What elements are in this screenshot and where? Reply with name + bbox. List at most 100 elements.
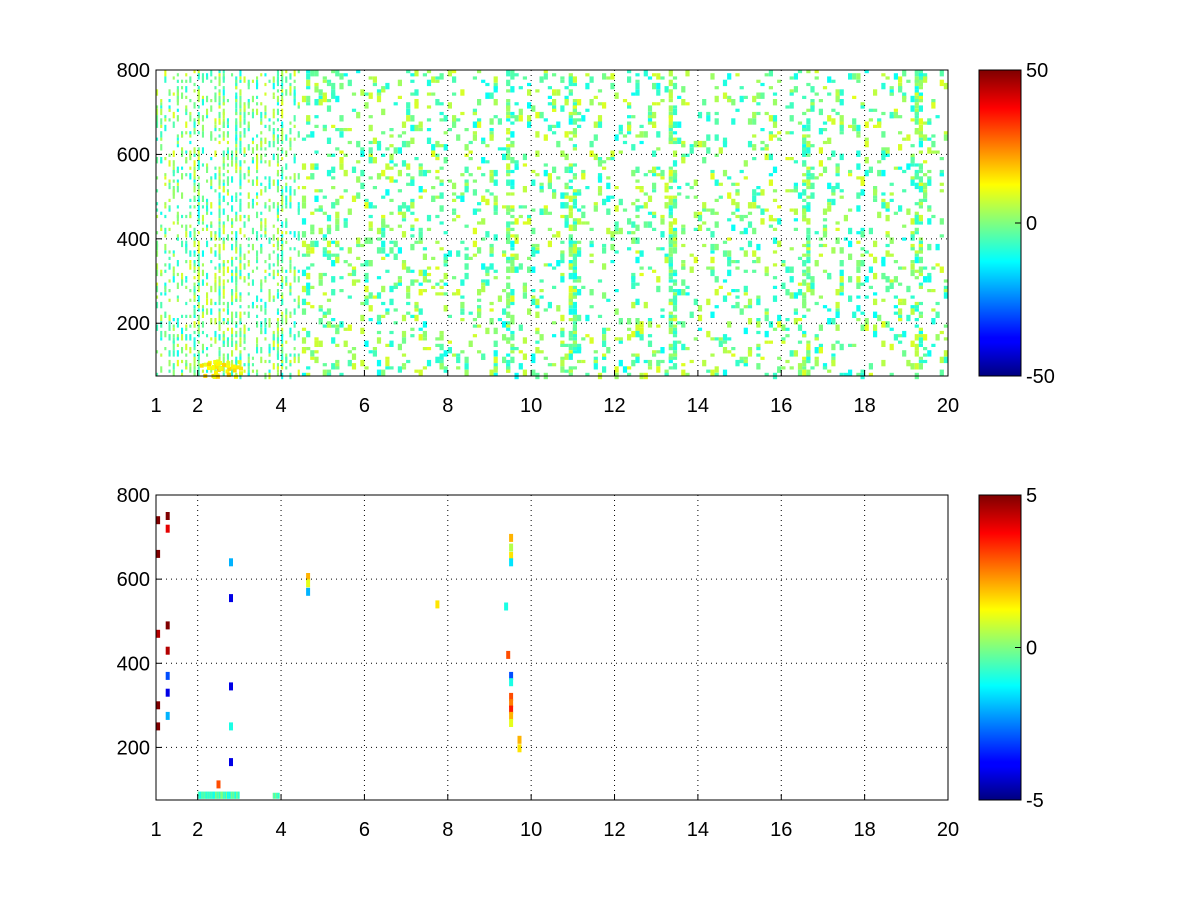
heatmap-cell <box>914 227 919 231</box>
heatmap-cell <box>401 353 407 357</box>
heatmap-cell-hot <box>218 366 223 371</box>
heatmap-cell <box>547 263 552 267</box>
heatmap-cell <box>222 266 225 270</box>
heatmap-cell <box>668 263 673 267</box>
heatmap-cell <box>835 324 840 331</box>
heatmap-cell <box>389 298 394 306</box>
heatmap-cell <box>618 227 623 235</box>
heatmap-cell <box>326 79 332 83</box>
heatmap-cell <box>206 347 209 351</box>
heatmap-cell <box>176 350 179 357</box>
heatmap-cell <box>806 282 811 286</box>
heatmap-cell <box>635 179 640 183</box>
heatmap-cell <box>685 285 690 289</box>
heatmap-cell <box>239 179 242 186</box>
heatmap-cell <box>222 330 225 338</box>
heatmap-cell <box>256 369 259 373</box>
heatmap-cell <box>231 359 234 367</box>
heatmap-cell <box>902 95 907 103</box>
heatmap-cell <box>285 231 288 235</box>
heatmap-cell <box>656 147 661 151</box>
heatmap-band-cell <box>197 791 199 799</box>
heatmap-cell <box>731 305 736 309</box>
heatmap-cell <box>418 334 423 341</box>
heatmap-point <box>165 524 170 533</box>
heatmap-cell <box>418 195 423 199</box>
heatmap-cell <box>272 202 275 209</box>
heatmap-cell <box>185 173 188 177</box>
heatmap-cell <box>568 337 573 341</box>
heatmap-cell <box>231 289 234 296</box>
heatmap-cell <box>222 131 225 138</box>
heatmap-cell <box>531 179 536 186</box>
heatmap-cell <box>231 301 234 306</box>
heatmap-cell <box>272 179 275 186</box>
heatmap-band-cell <box>276 792 279 799</box>
heatmap-cell <box>156 324 159 331</box>
heatmap-cell <box>310 285 315 289</box>
heatmap-cell <box>201 99 204 106</box>
heatmap-cell <box>343 73 348 77</box>
heatmap-cell <box>260 356 263 364</box>
heatmap-cell <box>652 124 657 128</box>
heatmap-cell <box>923 198 928 202</box>
heatmap-cell <box>652 153 657 157</box>
heatmap-cell <box>406 289 411 293</box>
heatmap-cell <box>293 86 296 90</box>
heatmap-cell <box>222 356 225 364</box>
heatmap-cell <box>568 305 573 309</box>
heatmap-cell <box>193 176 196 180</box>
heatmap-cell <box>585 108 590 112</box>
heatmap-band-cell <box>232 791 234 799</box>
heatmap-cell <box>185 243 188 251</box>
heatmap-cell <box>197 279 200 286</box>
heatmap-cell <box>443 305 448 312</box>
heatmap-cell <box>856 305 861 312</box>
heatmap-cell <box>472 134 477 141</box>
heatmap-cell <box>873 330 878 338</box>
heatmap-cell <box>710 311 715 318</box>
heatmap-cell <box>793 227 798 231</box>
heatmap-band-cell <box>272 792 274 799</box>
heatmap-cell <box>393 308 398 312</box>
heatmap-cell <box>168 227 171 231</box>
heatmap-band-cell <box>217 791 219 799</box>
heatmap-cell <box>268 198 271 202</box>
heatmap-cell <box>552 105 557 112</box>
heatmap-cell <box>506 327 511 331</box>
heatmap-cell <box>197 369 200 376</box>
heatmap-cell <box>239 208 242 212</box>
colorbar-tick-label: 5 <box>1026 485 1037 507</box>
heatmap-cell <box>297 70 300 74</box>
heatmap-cell-hot <box>213 360 218 365</box>
heatmap-cell <box>918 105 923 112</box>
heatmap-band-cell <box>221 791 224 799</box>
heatmap-cell <box>564 153 569 161</box>
heatmap-cell <box>326 298 332 302</box>
heatmap-cell <box>181 150 184 157</box>
heatmap-cell <box>818 343 823 347</box>
heatmap-cell <box>552 108 557 112</box>
heatmap-cell <box>281 169 284 174</box>
heatmap-cell <box>331 240 336 244</box>
heatmap-cell <box>510 301 515 306</box>
x-tick-label: 8 <box>442 819 453 841</box>
heatmap-cell <box>406 140 411 148</box>
heatmap-point <box>509 705 514 714</box>
heatmap-cell <box>747 221 753 228</box>
heatmap-cell <box>577 99 582 106</box>
heatmap-cell <box>318 208 323 212</box>
heatmap-cell <box>222 189 225 193</box>
heatmap-cell <box>577 359 582 364</box>
heatmap-cell <box>389 211 394 215</box>
heatmap-cell <box>522 337 527 344</box>
heatmap-cell <box>206 334 209 338</box>
heatmap-cell <box>368 140 373 145</box>
heatmap-band-cell <box>203 791 205 799</box>
heatmap-cell <box>160 224 163 228</box>
heatmap-cell <box>222 308 225 312</box>
heatmap-cell <box>156 105 159 109</box>
heatmap-cell <box>827 202 832 206</box>
heatmap-cell <box>172 324 175 328</box>
heatmap-cell <box>214 272 217 277</box>
